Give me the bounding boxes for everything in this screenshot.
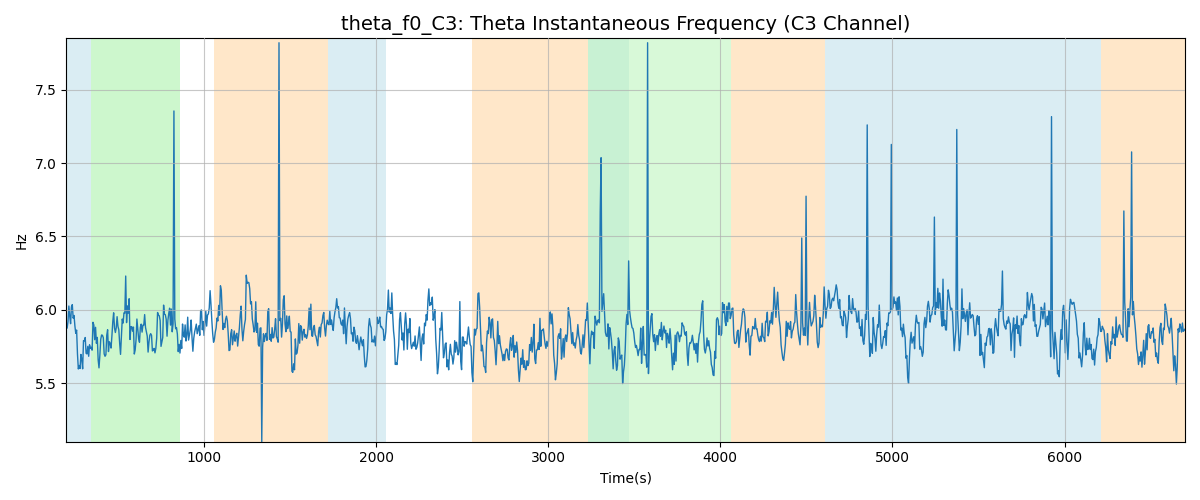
Bar: [91, 38, 180, 442]
Bar: [328, 38, 386, 442]
X-axis label: Time(s): Time(s): [600, 471, 652, 485]
Bar: [588, 38, 731, 442]
Bar: [588, 38, 629, 442]
Bar: [826, 38, 1100, 442]
Bar: [215, 38, 328, 442]
Bar: [731, 38, 826, 442]
Bar: [66, 38, 91, 442]
Bar: [473, 38, 588, 442]
Title: theta_f0_C3: Theta Instantaneous Frequency (C3 Channel): theta_f0_C3: Theta Instantaneous Frequen…: [341, 15, 911, 35]
Y-axis label: Hz: Hz: [16, 231, 29, 249]
Bar: [1100, 38, 1186, 442]
